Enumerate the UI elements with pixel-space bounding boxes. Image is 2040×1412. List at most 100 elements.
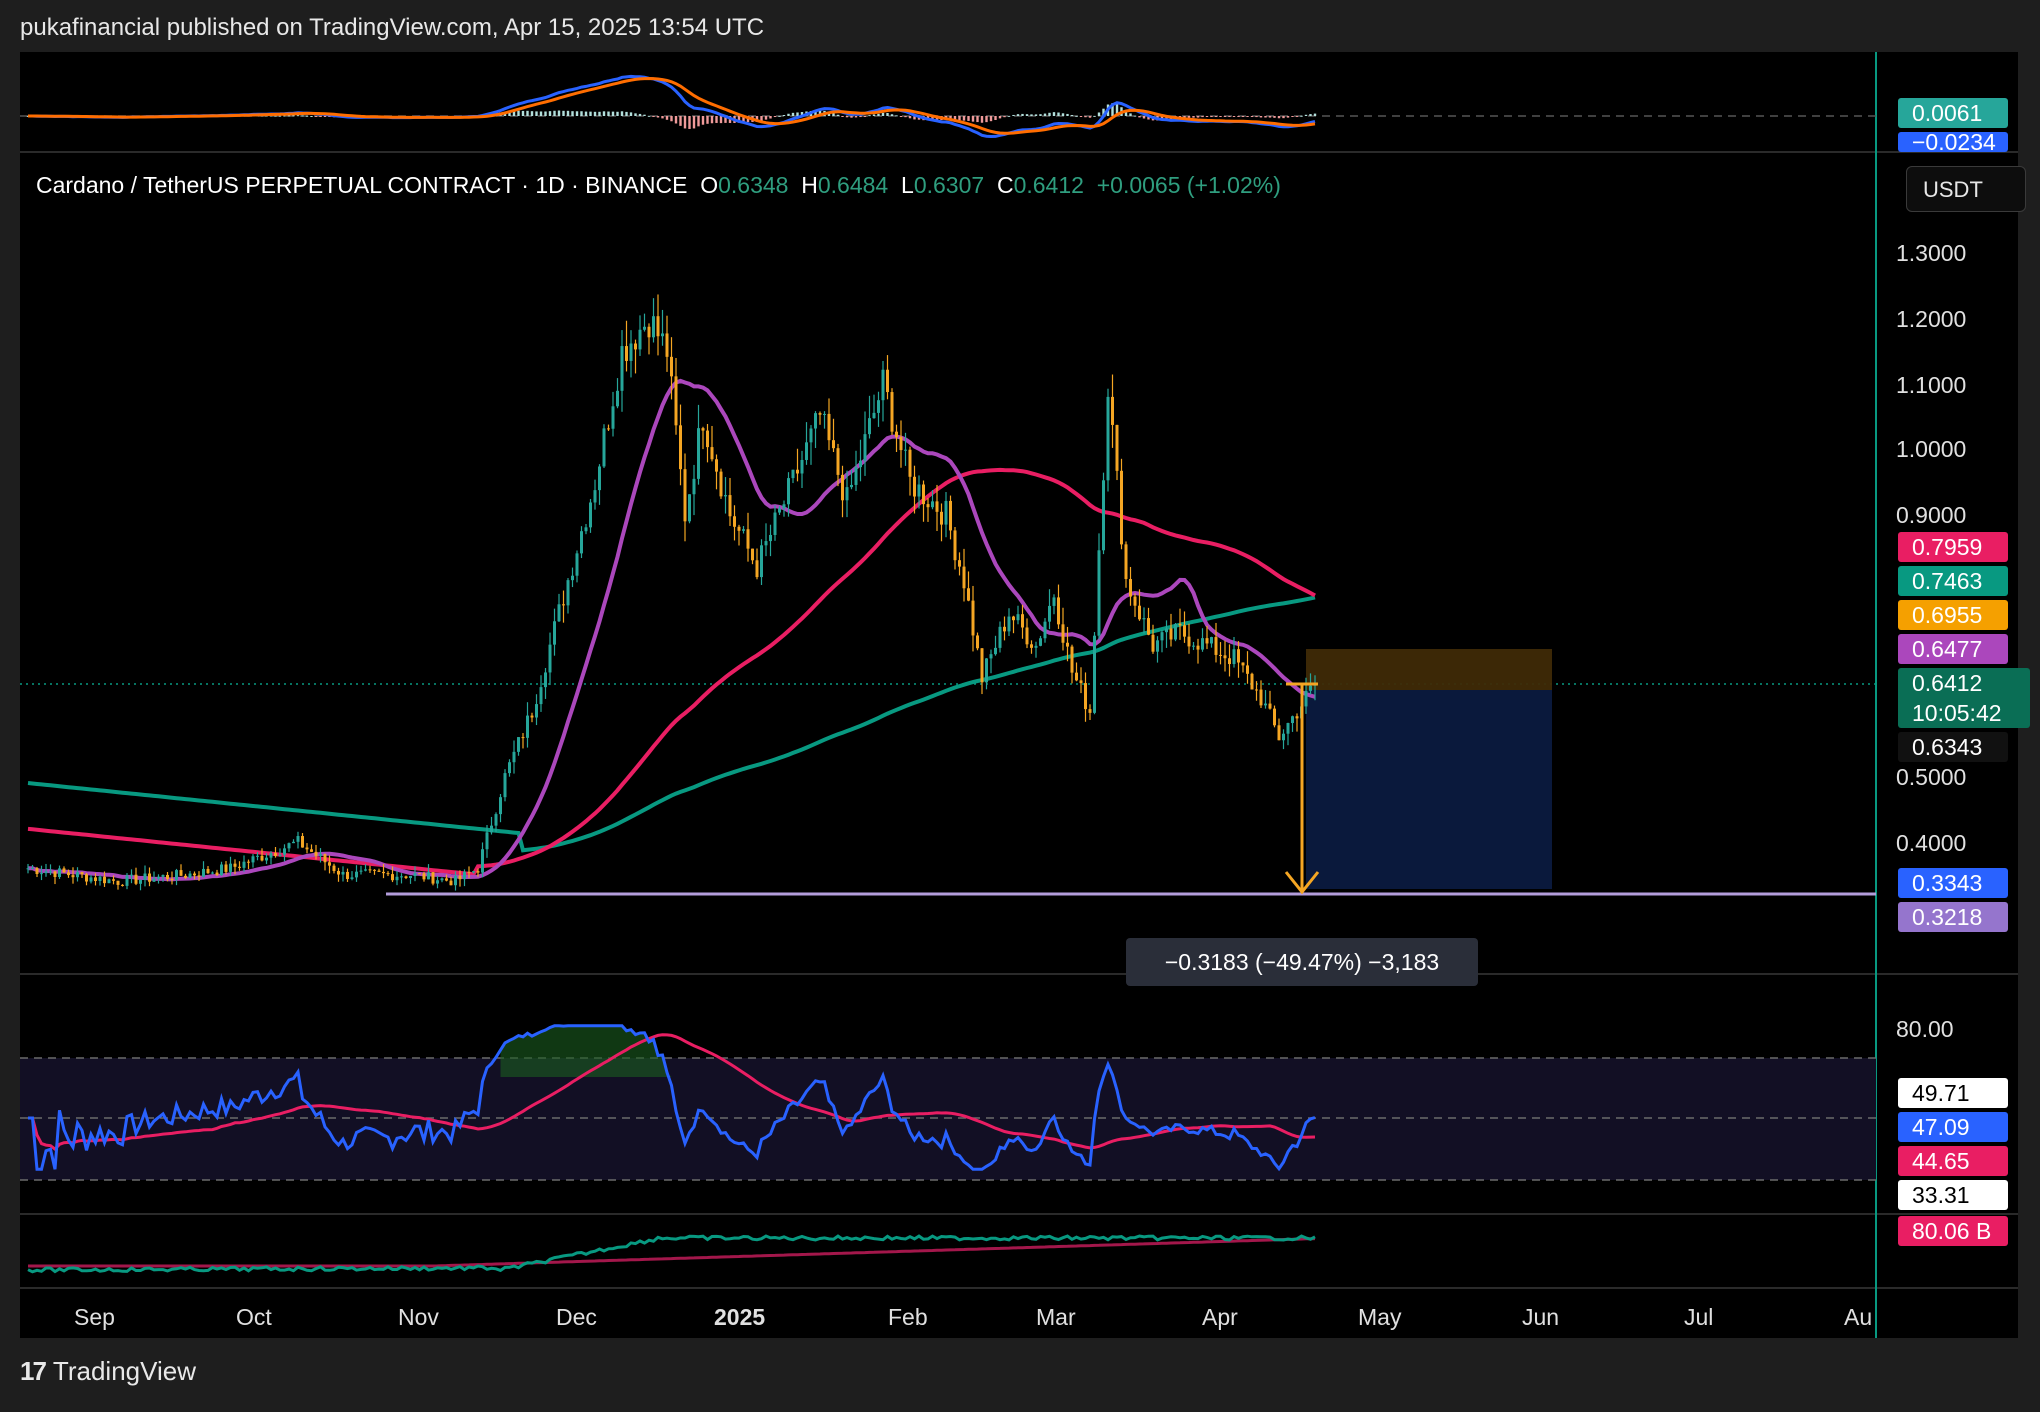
candle-body xyxy=(751,548,754,561)
candle-body xyxy=(391,874,394,881)
currency-button[interactable]: USDT xyxy=(1906,166,2026,212)
candle-body xyxy=(265,857,268,861)
candle-body xyxy=(1084,683,1087,710)
candle-body xyxy=(1160,632,1164,641)
macd-hist-bar xyxy=(575,111,579,116)
open-value: 0.6348 xyxy=(718,172,789,198)
candle-body xyxy=(458,875,462,880)
candle-body xyxy=(674,376,678,426)
macd-hist-bar xyxy=(305,115,309,117)
y-tick-0.9: 0.9000 xyxy=(1896,502,1967,528)
candle-body xyxy=(188,873,192,878)
candle-body xyxy=(1282,733,1285,741)
macd-hist-bar xyxy=(292,115,295,117)
macd-hist-bar xyxy=(1210,116,1213,117)
macd-line xyxy=(28,74,1316,139)
candle-body xyxy=(994,647,997,655)
macd-hist-bar xyxy=(553,110,556,116)
entry-zone xyxy=(1306,649,1552,690)
candle-body xyxy=(1165,628,1168,633)
candle-body xyxy=(634,343,637,350)
candle-body xyxy=(602,428,606,467)
macd-hist-bar xyxy=(1214,116,1218,117)
candle-body xyxy=(692,478,696,495)
candle-body xyxy=(1273,708,1276,726)
prev-price-tag: 0.6343 xyxy=(1898,732,2008,762)
candle-body xyxy=(161,874,165,877)
candle-body xyxy=(931,501,934,508)
macd-hist-bar xyxy=(742,116,745,123)
candle-body xyxy=(868,418,871,435)
macd-hist-bar xyxy=(584,111,588,116)
candle-body xyxy=(1268,703,1272,709)
macd-hist-bar xyxy=(1061,113,1065,116)
candle-body xyxy=(121,884,124,886)
candle-body xyxy=(953,530,957,561)
candle-body xyxy=(62,868,66,873)
macd-hist-bar xyxy=(1255,116,1258,118)
macd-hist-bar xyxy=(863,116,867,117)
target-tag: 0.3343 xyxy=(1898,868,2008,898)
macd-hist-bar xyxy=(769,116,772,119)
chart-canvas[interactable] xyxy=(20,52,2018,1338)
ma-red-line xyxy=(27,467,1316,877)
candle-body xyxy=(1178,624,1182,626)
macd-hist-bar xyxy=(1268,116,1272,118)
macd-hist-bar xyxy=(1232,116,1236,117)
macd-hist-bar xyxy=(1111,103,1114,116)
candle-body xyxy=(1102,480,1105,551)
candle-body xyxy=(1066,642,1069,647)
candle-body xyxy=(787,478,790,505)
macd-hist-bar xyxy=(1025,114,1029,116)
footer-brand[interactable]: 17 TradingView xyxy=(20,1356,196,1387)
macd-hist-bar xyxy=(796,112,799,116)
macd-hist-bar xyxy=(287,115,291,117)
candle-body xyxy=(310,849,313,852)
candle-body xyxy=(85,874,88,882)
macd-hist-bar xyxy=(598,111,601,116)
candle-body xyxy=(1129,579,1132,597)
y-tick-0.5: 0.5000 xyxy=(1896,764,1967,790)
candle-body xyxy=(778,508,781,513)
candle-body xyxy=(337,870,340,875)
candle-body xyxy=(1133,596,1137,606)
macd-hist-bar xyxy=(1286,116,1290,118)
x-tick-2025: 2025 xyxy=(714,1304,766,1330)
last-price-value: 0.6412 xyxy=(1912,670,1983,696)
macd-hist-bar xyxy=(850,116,853,118)
candle-body xyxy=(940,511,943,525)
candle-body xyxy=(202,868,205,877)
candle-body xyxy=(553,621,556,645)
macd-hist-bar xyxy=(319,116,322,117)
candle-body xyxy=(242,861,246,868)
macd-hist-bar xyxy=(1093,115,1096,117)
candle-body xyxy=(26,868,30,870)
candle-body xyxy=(247,861,250,863)
macd-hist-bar xyxy=(886,112,889,116)
candle-body xyxy=(1070,646,1074,673)
candle-body xyxy=(665,333,669,357)
x-tick-jun: Jun xyxy=(1522,1304,1560,1330)
candle-body xyxy=(872,412,876,419)
macd-hist-bar xyxy=(697,116,700,127)
x-tick-nov: Nov xyxy=(398,1304,439,1330)
macd-hist-bar xyxy=(1079,116,1083,117)
candle-body xyxy=(782,504,786,509)
candle-body xyxy=(499,797,502,815)
chart-frame[interactable]: Cardano / TetherUS PERPETUAL CONTRACT · … xyxy=(20,52,2030,1338)
candle-body xyxy=(850,484,853,488)
macd-hist-bar xyxy=(683,116,687,129)
y-tick-1.2: 1.2000 xyxy=(1896,306,1967,332)
candle-body xyxy=(607,428,610,430)
candle-body xyxy=(1246,665,1249,674)
candle-body xyxy=(1156,640,1159,652)
macd-hist-bar xyxy=(526,110,529,116)
macd-hist-bar xyxy=(620,111,624,116)
candle-body xyxy=(179,870,183,876)
candle-body xyxy=(535,704,538,718)
candle-body xyxy=(1250,673,1254,690)
candle-body xyxy=(746,529,750,549)
candle-body xyxy=(1232,649,1236,665)
macd-hist-bar xyxy=(958,116,961,121)
candle-body xyxy=(58,868,61,878)
